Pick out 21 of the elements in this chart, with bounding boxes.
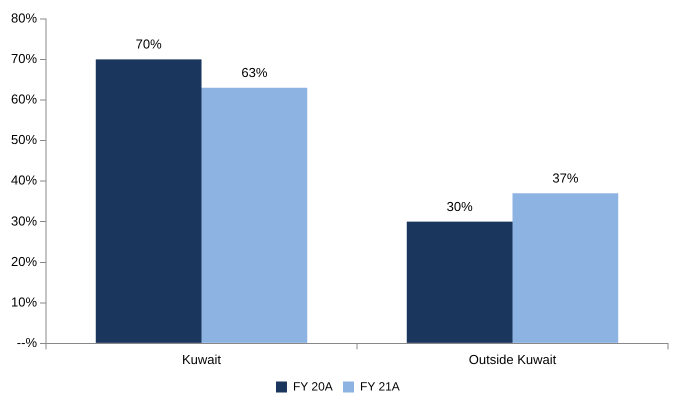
legend-label: FY 20A	[292, 379, 333, 394]
y-tick-label: 80%	[10, 10, 38, 26]
y-tick-label: 30%	[10, 213, 38, 228]
bar	[406, 222, 513, 343]
legend-label: FY 21A	[360, 379, 400, 394]
y-tick-label: 10%	[10, 294, 38, 310]
data-label: 70%	[136, 36, 162, 52]
bar	[512, 193, 618, 343]
x-tick-label: Outside Kuwait	[468, 352, 557, 367]
y-tick-label: 20%	[10, 254, 38, 269]
data-label: 30%	[446, 198, 474, 214]
y-tick-label: 50%	[10, 132, 38, 148]
y-tick-label: 60%	[10, 92, 38, 107]
data-label: 63%	[241, 64, 268, 80]
y-tick-label: --%	[16, 334, 38, 350]
y-tick-label: 70%	[10, 50, 38, 66]
x-tick-label: Kuwait	[182, 352, 222, 367]
bar	[96, 59, 202, 343]
bar	[202, 88, 308, 343]
data-label: 37%	[552, 170, 579, 186]
y-tick-label: 40%	[10, 172, 38, 188]
